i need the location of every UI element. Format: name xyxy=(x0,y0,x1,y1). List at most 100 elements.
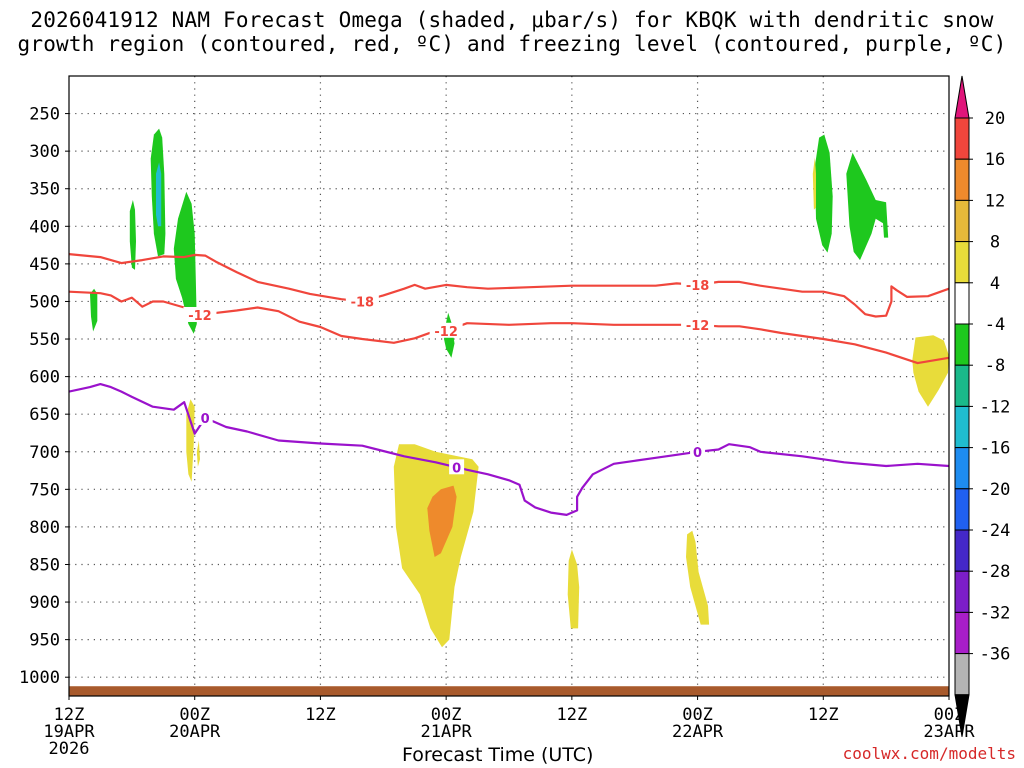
y-tick-label: 550 xyxy=(29,330,60,350)
freezing-level-label: 0 xyxy=(201,412,210,427)
dendritic-top-label-bg xyxy=(345,293,379,309)
gridlines xyxy=(69,76,949,696)
y-tick-label: 500 xyxy=(29,292,60,312)
x-tick-label: 2026 xyxy=(49,739,90,759)
colorbar-box xyxy=(954,570,970,613)
site-credit: coolwx.com/modelts xyxy=(842,744,1016,763)
dendritic-bottom-contour xyxy=(69,290,949,365)
colorbar-label: 16 xyxy=(985,150,1005,170)
colorbar-bottom-arrow xyxy=(954,694,970,737)
dendritic-bottom-label-bg xyxy=(429,322,463,338)
colorbar-label: -16 xyxy=(980,439,1011,459)
y-tick-label: 850 xyxy=(29,555,60,575)
colorbar-box xyxy=(954,653,970,696)
x-tick-label: 12Z xyxy=(808,705,839,725)
x-tick-label: 00Z xyxy=(934,705,965,725)
dendritic-top-label: -18 xyxy=(351,295,375,310)
x-tick-label: 12Z xyxy=(54,705,85,725)
downward-motion-cell xyxy=(196,440,200,467)
x-tick-label: 12Z xyxy=(556,705,587,725)
y-tick-label: 300 xyxy=(29,142,60,162)
colorbar-label: -36 xyxy=(980,645,1011,665)
colorbar-box xyxy=(954,117,970,160)
colorbar-box xyxy=(954,364,970,407)
downward-motion-cell xyxy=(912,335,949,407)
freezing-level-label: 0 xyxy=(693,446,702,461)
x-tick-label: 00Z xyxy=(179,705,210,725)
downward-motion-cell xyxy=(686,530,710,625)
downward-motion-cell xyxy=(812,157,816,210)
colorbar-box xyxy=(954,611,970,655)
contour-lines xyxy=(69,253,949,516)
colorbar-label: 12 xyxy=(985,191,1005,211)
x-tick-label: 00Z xyxy=(682,705,713,725)
colorbar-box xyxy=(954,282,970,325)
colorbar-label: -4 xyxy=(985,315,1005,335)
dendritic-bottom-label-bg xyxy=(681,316,715,332)
colorbar-label: -28 xyxy=(980,562,1011,582)
y-tick-label: 650 xyxy=(29,405,60,425)
dendritic-bottom-label: -12 xyxy=(188,309,212,324)
y-tick-label: 1000 xyxy=(19,668,60,688)
upward-motion-cell xyxy=(846,152,889,261)
colorbar-box xyxy=(954,488,970,531)
colorbar-box xyxy=(954,241,970,284)
freezing-level-label-bg xyxy=(690,443,706,459)
terrain-fill xyxy=(69,686,949,696)
dendritic-bottom-label: -12 xyxy=(434,325,458,340)
upward-motion-cell xyxy=(173,191,197,334)
colorbar-box xyxy=(954,405,970,449)
x-axis-title: Forecast Time (UTC) xyxy=(402,744,594,766)
y-tick-label: 250 xyxy=(29,105,60,125)
omega-shading xyxy=(90,128,949,648)
colorbar-label: -12 xyxy=(980,397,1011,417)
y-tick-label: 800 xyxy=(29,518,60,538)
dendritic-bottom-label-bg xyxy=(183,306,217,322)
y-tick-label: 900 xyxy=(29,593,60,613)
freezing-level-contour xyxy=(69,383,949,516)
x-tick-label: 23APR xyxy=(923,722,975,742)
upward-motion-stronger-cell xyxy=(156,162,162,227)
downward-motion-cell xyxy=(186,399,195,482)
y-tick-label: 350 xyxy=(29,180,60,200)
downward-motion-cell xyxy=(567,549,580,629)
y-axis: 250 300 350 400 450 500 550 600 650 700 750 800 850 9… xyxy=(19,105,69,688)
x-tick-label: 22APR xyxy=(672,722,724,742)
contour-labels: -18 -18 -12 -12 -12 0 0 0 xyxy=(183,276,715,476)
dendritic-top-label: -18 xyxy=(686,279,710,294)
upward-motion-cell xyxy=(90,288,98,332)
x-tick-label: 21APR xyxy=(421,722,473,742)
chart-title-line-2: growth region (contoured, red, ºC) and f… xyxy=(17,32,1007,56)
colorbar-label: -32 xyxy=(980,603,1011,623)
y-tick-label: 950 xyxy=(29,631,60,651)
dendritic-top-label-bg xyxy=(681,276,715,292)
colorbar-label: -24 xyxy=(980,521,1011,541)
x-tick-label: 00Z xyxy=(431,705,462,725)
x-tick-label: 20APR xyxy=(169,722,221,742)
colorbar-box xyxy=(954,323,970,366)
colorbar: 20 16 12 8 4 -4 -8 -12 -16 -20 -24 -28 -32 -36 xyxy=(954,75,1011,737)
terrain-layer xyxy=(69,686,949,696)
plot-area xyxy=(69,76,949,696)
colorbar-label: -20 xyxy=(980,480,1011,500)
dendritic-top-contour xyxy=(69,253,949,318)
colorbar-box xyxy=(954,158,970,201)
colorbar-box xyxy=(954,529,970,572)
colorbar-label: 20 xyxy=(985,109,1005,129)
colorbar-label: 8 xyxy=(990,233,1000,253)
freezing-level-label-bg xyxy=(449,459,465,475)
colorbar-box xyxy=(954,199,970,243)
y-tick-label: 750 xyxy=(29,480,60,500)
colorbar-label: 4 xyxy=(990,274,1000,294)
upward-motion-cell xyxy=(814,134,833,253)
colorbar-box xyxy=(954,447,970,490)
dendritic-bottom-label: -12 xyxy=(686,319,710,334)
colorbar-top-arrow xyxy=(954,75,970,119)
downward-motion-stronger-cell xyxy=(427,485,457,557)
upward-motion-cell xyxy=(129,200,136,270)
freezing-level-label-bg xyxy=(197,409,213,425)
x-tick-label: 12Z xyxy=(305,705,336,725)
x-tick-label: 19APR xyxy=(43,722,95,742)
y-tick-label: 400 xyxy=(29,217,60,237)
